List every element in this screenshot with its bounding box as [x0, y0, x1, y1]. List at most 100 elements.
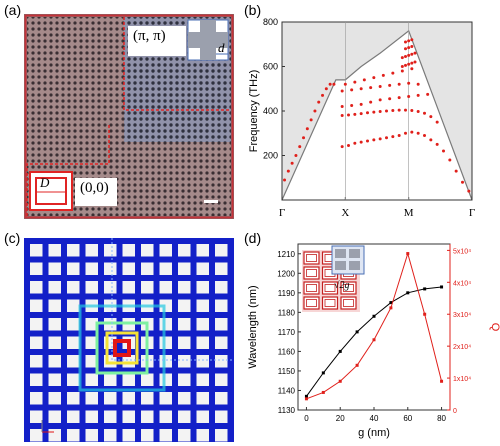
lattice-hole: [122, 429, 135, 442]
panel-label-d: (d): [244, 230, 262, 246]
lattice-hole: [85, 392, 98, 405]
q-factor-point: [338, 379, 342, 383]
lattice-hole: [85, 262, 98, 275]
lattice-hole: [30, 373, 43, 386]
band-point: [416, 93, 420, 97]
x-tick-label: 0: [304, 414, 309, 423]
field-ring-mid: [95, 321, 149, 375]
band-point: [410, 61, 414, 65]
lattice-hole: [48, 244, 61, 257]
domain-boundary: [111, 238, 234, 361]
lattice-hole: [141, 281, 154, 294]
band-point: [429, 115, 433, 119]
lattice-hole: [85, 336, 98, 349]
band-point: [410, 67, 414, 71]
band-point: [397, 133, 401, 137]
band-point: [359, 102, 363, 106]
corner-pipi-label: (π, π): [133, 28, 166, 44]
lattice-hole: [196, 281, 209, 294]
band-point: [372, 138, 376, 142]
band-point: [378, 85, 382, 89]
field-ring-inner: [105, 331, 139, 365]
lattice-hole: [159, 373, 172, 386]
band-point: [372, 110, 376, 114]
inset-cell: [303, 296, 320, 310]
lattice-hole: [215, 355, 228, 368]
lattice-hole: [178, 429, 191, 442]
wavelength-point: [406, 291, 410, 295]
inset-cell-inner: [343, 284, 354, 292]
lattice-hole: [159, 429, 172, 442]
lattice-hole: [196, 355, 209, 368]
chart-d-wavelength-q: 0 20 40 60 80 g (nm) 1130 1140 1150 1160 1170 1180 1…: [247, 243, 500, 439]
inset-cell-inner: [306, 254, 317, 262]
lattice-hole: [159, 392, 172, 405]
lattice-hole: [159, 318, 172, 331]
lattice-hole: [159, 410, 172, 423]
inset-cell: [303, 281, 320, 295]
band-point: [302, 136, 306, 140]
lattice-hole: [67, 281, 80, 294]
band-point: [435, 142, 439, 146]
lattice-hole: [85, 281, 98, 294]
lattice-hole: [30, 392, 43, 405]
band-point: [397, 108, 401, 112]
lattice-hole: [122, 373, 135, 386]
lattice-hole: [85, 244, 98, 257]
lattice-hole: [196, 429, 209, 442]
lattice-hole: [215, 299, 228, 312]
inset-cell-inner: [324, 299, 336, 307]
inset-cell: [303, 266, 320, 280]
lattice-hole: [141, 373, 154, 386]
band-point: [388, 83, 392, 87]
lattice-hole: [122, 244, 135, 257]
band-point: [283, 178, 287, 182]
inset-cell-inner: [324, 284, 336, 292]
lattice-hole: [67, 318, 80, 331]
y-tick-label: 1140: [278, 386, 296, 395]
inset-cell: [321, 296, 339, 310]
lattice-hole: [178, 299, 191, 312]
y2-tick-label: 1x10⁴: [453, 376, 471, 383]
lattice-hole: [30, 299, 43, 312]
lattice-hole: [122, 262, 135, 275]
lattice-hole: [104, 392, 117, 405]
lattice-hole: [178, 244, 191, 257]
band-point: [332, 82, 336, 86]
lattice-hole: [85, 429, 98, 442]
x-axis-label: g (nm): [358, 427, 390, 439]
lattice-hole: [196, 373, 209, 386]
band-point: [372, 76, 376, 80]
band-point: [442, 149, 445, 153]
band-point: [378, 137, 382, 141]
y2-tick-label: 2x10⁴: [453, 344, 471, 351]
band-point: [391, 109, 395, 113]
band-point: [407, 46, 411, 50]
inset-cell: [340, 281, 357, 295]
band-point: [362, 78, 366, 82]
lattice-hole: [178, 336, 191, 349]
lattice-hole: [104, 429, 117, 442]
band-point: [366, 111, 369, 115]
band-point: [397, 96, 401, 100]
band-point: [369, 100, 373, 104]
lattice-hole: [141, 392, 154, 405]
y-tick-label: 1190: [278, 289, 296, 298]
band-point: [359, 140, 363, 144]
lattice-hole: [141, 244, 154, 257]
band-point: [290, 161, 294, 165]
band-point: [359, 87, 363, 91]
y2-tick-label: 5x10⁴: [453, 248, 471, 255]
inset-schematic: √2g: [302, 245, 365, 312]
lattice-hole: [122, 281, 135, 294]
q-factor-point: [406, 252, 410, 256]
corner-00-label: (0,0): [80, 180, 109, 196]
band-point: [317, 100, 321, 104]
band-point: [407, 95, 411, 99]
inset-detail-square: [349, 261, 360, 270]
q-factor-point: [321, 390, 325, 394]
band-point: [340, 113, 344, 117]
band-point: [407, 62, 411, 66]
field-ring-outer: [78, 304, 166, 392]
band-point: [350, 103, 354, 107]
